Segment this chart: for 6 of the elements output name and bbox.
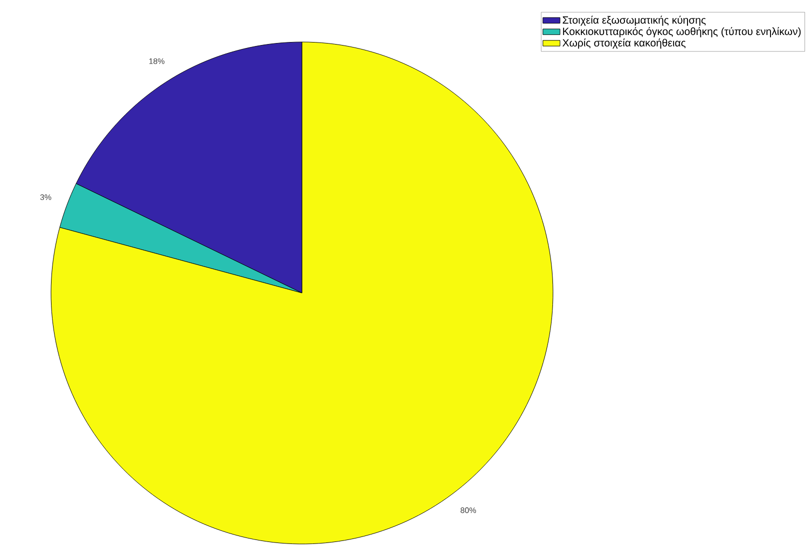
legend-label: Χωρίς στοιχεία κακοήθειας <box>562 38 686 49</box>
data-label: 3% <box>40 194 52 200</box>
data-label: 80% <box>460 507 476 514</box>
legend-label: Στοιχεία εξωσωματικής κύησης <box>562 16 706 26</box>
legend-label: Κοκκιοκυτταρικός όγκος ωοθήκης (τύπου ενηλίκων) <box>563 27 801 38</box>
data-label: 18% <box>149 58 164 64</box>
